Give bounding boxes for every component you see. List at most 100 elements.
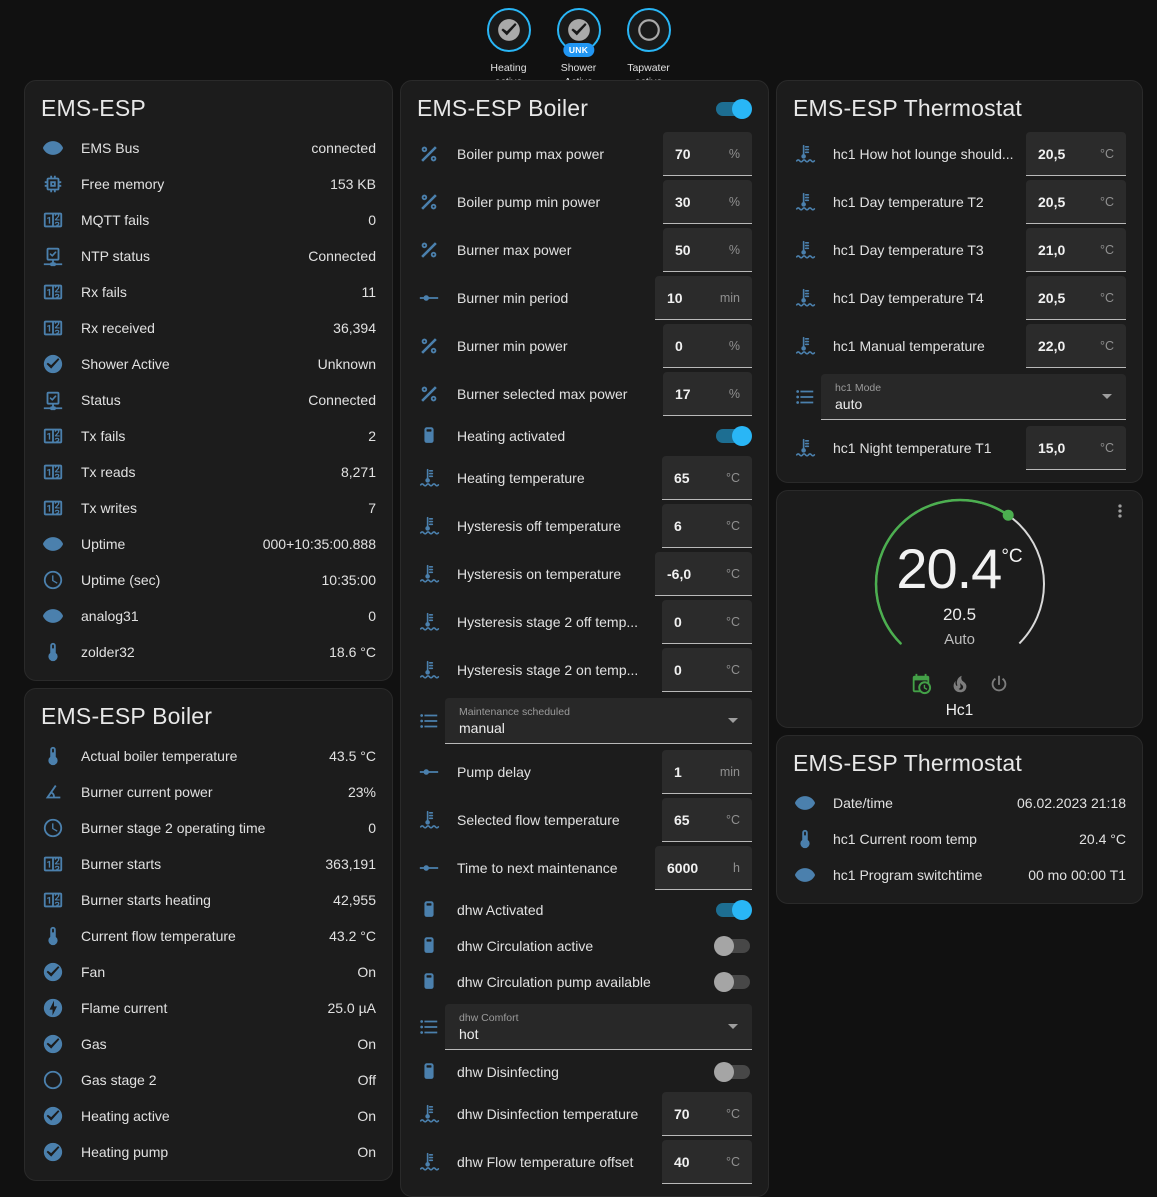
number-input[interactable]: 70 °C — [662, 1092, 752, 1136]
toggle-switch[interactable] — [714, 426, 752, 446]
badge-heating-active[interactable]: Heating active — [480, 8, 538, 89]
entity-row[interactable]: Shower Active Unknown — [25, 346, 392, 382]
entity-row[interactable]: zolder32 18.6 °C — [25, 634, 392, 670]
number-unit: °C — [725, 614, 740, 629]
toggle-thumb — [714, 972, 734, 992]
number-row: hc1 Manual temperature 22,0 °C — [777, 322, 1142, 370]
number-input[interactable]: 20,5 °C — [1026, 276, 1126, 320]
number-input[interactable]: 22,0 °C — [1026, 324, 1126, 368]
eye-icon — [793, 791, 817, 815]
number-value: 10 — [667, 289, 683, 306]
number-input[interactable]: 20,5 °C — [1026, 180, 1126, 224]
number-input[interactable]: 17% — [663, 372, 752, 416]
card-header-toggle[interactable] — [714, 98, 752, 119]
entity-row[interactable]: Gas On — [25, 1026, 392, 1062]
entity-row[interactable]: Burner starts 363,191 — [25, 846, 392, 882]
calendar-clock-mode-button[interactable] — [910, 673, 932, 695]
entity-label: Tx reads — [81, 464, 136, 480]
number-input[interactable]: 0 °C — [662, 600, 752, 644]
entity-row[interactable]: MQTT fails 0 — [25, 202, 392, 238]
entity-row[interactable]: Flame current 25.0 µA — [25, 990, 392, 1026]
entity-row[interactable]: Tx writes 7 — [25, 490, 392, 526]
number-input[interactable]: -6,0 °C — [655, 552, 752, 596]
number-input[interactable]: 6 °C — [662, 504, 752, 548]
number-input[interactable]: 10 min — [655, 276, 752, 320]
number-input[interactable]: 0% — [663, 324, 752, 368]
entity-row[interactable]: hc1 Program switchtime 00 mo 00:00 T1 — [777, 857, 1142, 893]
number-input[interactable]: 21,0 °C — [1026, 228, 1126, 272]
entity-label: hc1 How hot lounge should... — [833, 146, 1014, 162]
power-mode-button[interactable] — [988, 673, 1010, 695]
number-input[interactable]: 0 °C — [662, 648, 752, 692]
number-input[interactable]: 15,0 °C — [1026, 426, 1126, 470]
column-middle: EMS-ESP Boiler Boiler pump max power 70% B… — [400, 80, 769, 1197]
dial-handle[interactable] — [1002, 509, 1014, 521]
number-input[interactable]: 1 min — [662, 750, 752, 794]
card-title: EMS-ESP — [41, 95, 146, 121]
toggle-switch[interactable] — [714, 972, 752, 992]
entity-row[interactable]: Actual boiler temperature 43.5 °C — [25, 738, 392, 774]
entity-value: 00 mo 00:00 T1 — [1028, 867, 1126, 883]
number-unit: % — [728, 194, 740, 209]
entity-row[interactable]: Tx fails 2 — [25, 418, 392, 454]
number-input[interactable]: 40 °C — [662, 1140, 752, 1184]
entity-row[interactable]: Heating active On — [25, 1098, 392, 1134]
entity-row[interactable]: Status Connected — [25, 382, 392, 418]
number-row: Pump delay 1 min — [401, 748, 768, 796]
clock-icon — [41, 816, 65, 840]
entity-row[interactable]: Heating pump On — [25, 1134, 392, 1170]
dots-vertical-icon[interactable] — [1110, 501, 1130, 526]
percent-icon — [417, 382, 441, 406]
entity-row[interactable]: hc1 Current room temp 20.4 °C — [777, 821, 1142, 857]
entity-row[interactable]: Rx received 36,394 — [25, 310, 392, 346]
toggle-switch[interactable] — [714, 900, 752, 920]
number-row: Boiler pump max power 70% — [401, 130, 768, 178]
toggle-switch[interactable] — [714, 1062, 752, 1082]
toggle-switch[interactable] — [714, 936, 752, 956]
number-input[interactable]: 6000 h — [655, 846, 752, 890]
counter-icon — [41, 496, 65, 520]
select-input[interactable]: dhw Comfort hot — [445, 1004, 752, 1050]
entity-row[interactable]: EMS Bus connected — [25, 130, 392, 166]
number-unit: min — [719, 764, 740, 779]
entity-row[interactable]: Rx fails 11 — [25, 274, 392, 310]
entity-row[interactable]: Uptime 000+10:35:00.888 — [25, 526, 392, 562]
entity-label: Burner current power — [81, 784, 213, 800]
thermostat-dial[interactable]: 20.4°C 20.5 Auto — [777, 495, 1142, 673]
number-input[interactable]: 70% — [663, 132, 752, 176]
number-input[interactable]: 20,5 °C — [1026, 132, 1126, 176]
fire-mode-button[interactable] — [949, 673, 971, 695]
entity-row[interactable]: Free memory 153 KB — [25, 166, 392, 202]
select-input[interactable]: hc1 Mode auto — [821, 374, 1126, 420]
badge-tapwater-active[interactable]: Tapwater active — [620, 8, 678, 89]
number-input[interactable]: 65 °C — [662, 456, 752, 500]
select-input[interactable]: Maintenance scheduled manual — [445, 698, 752, 744]
entity-row[interactable]: NTP status Connected — [25, 238, 392, 274]
entity-row[interactable]: analog31 0 — [25, 598, 392, 634]
entity-label: Actual boiler temperature — [81, 748, 238, 764]
entity-value: 2 — [368, 428, 376, 444]
entity-row[interactable]: Gas stage 2 Off — [25, 1062, 392, 1098]
number-unit: °C — [1099, 338, 1114, 353]
number-unit: min — [719, 290, 740, 305]
entity-label: Heating pump — [81, 1144, 169, 1160]
entity-row[interactable]: Burner starts heating 42,955 — [25, 882, 392, 918]
number-input[interactable]: 65 °C — [662, 798, 752, 842]
number-value: 0 — [675, 337, 683, 354]
coolant-temperature-icon — [417, 658, 441, 682]
entity-label: Time to next maintenance — [457, 860, 618, 876]
hvac-mode-label: Auto — [944, 631, 975, 648]
number-value: 22,0 — [1038, 337, 1066, 354]
entity-value: 18.6 °C — [329, 644, 376, 660]
entity-row[interactable]: Tx reads 8,271 — [25, 454, 392, 490]
entity-row[interactable]: Burner current power 23% — [25, 774, 392, 810]
entity-row[interactable]: Fan On — [25, 954, 392, 990]
entity-row[interactable]: Date/time 06.02.2023 21:18 — [777, 785, 1142, 821]
coolant-temperature-icon — [793, 334, 817, 358]
entity-row[interactable]: Current flow temperature 43.2 °C — [25, 918, 392, 954]
number-input[interactable]: 30% — [663, 180, 752, 224]
number-input[interactable]: 50% — [663, 228, 752, 272]
entity-row[interactable]: Burner stage 2 operating time 0 — [25, 810, 392, 846]
entity-row[interactable]: Uptime (sec) 10:35:00 — [25, 562, 392, 598]
